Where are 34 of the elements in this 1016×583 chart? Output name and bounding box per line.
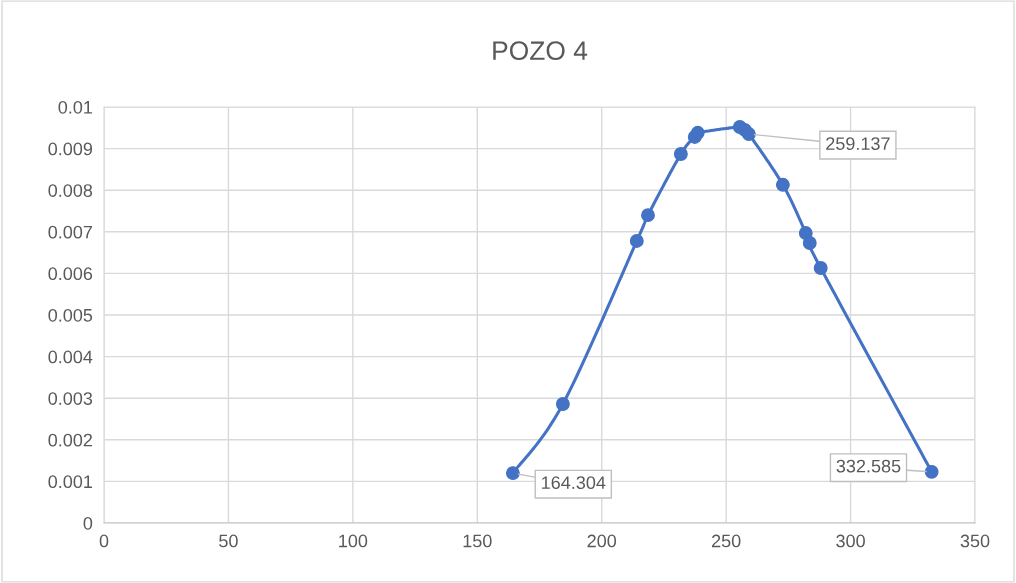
point	[505, 466, 520, 481]
x-tick-label: 100	[339, 534, 368, 548]
point	[555, 397, 570, 411]
x-tick-label: 250	[711, 534, 741, 548]
x-tick-label: 0	[99, 534, 109, 548]
x-tick-label: 150	[463, 534, 492, 548]
y-tick-label: 0.001	[48, 475, 93, 489]
y-tick-label: 0	[83, 516, 93, 530]
y-tick-label: 0.003	[48, 392, 93, 405]
x-tick-label: 200	[587, 534, 617, 548]
y-tick-label: 0.005	[48, 308, 93, 322]
point	[813, 261, 828, 275]
annotation: 259.137	[826, 137, 890, 150]
x-tick-label: 50	[219, 534, 238, 548]
y-tick-label: 0.006	[48, 267, 93, 281]
y-tick-label: 0.008	[48, 184, 93, 197]
point	[775, 177, 790, 192]
y-tick-label: 0.01	[58, 100, 93, 114]
x-tick-label: 350	[960, 534, 990, 548]
y-tick-label: 0.009	[48, 142, 93, 156]
y-tick-label: 0.004	[48, 350, 93, 364]
annotation: 164.304	[542, 476, 606, 490]
y-tick-label: 0.007	[48, 225, 92, 239]
point	[629, 234, 644, 248]
point	[690, 125, 705, 140]
y-tick-label: 0.002	[48, 433, 92, 447]
point	[741, 127, 756, 141]
point	[802, 236, 817, 250]
point	[924, 464, 939, 479]
annotation: 332.585	[836, 459, 901, 473]
point	[641, 208, 655, 223]
point	[673, 147, 688, 161]
x-tick-label: 300	[836, 534, 865, 548]
chart-title: POZO 4	[493, 41, 588, 61]
